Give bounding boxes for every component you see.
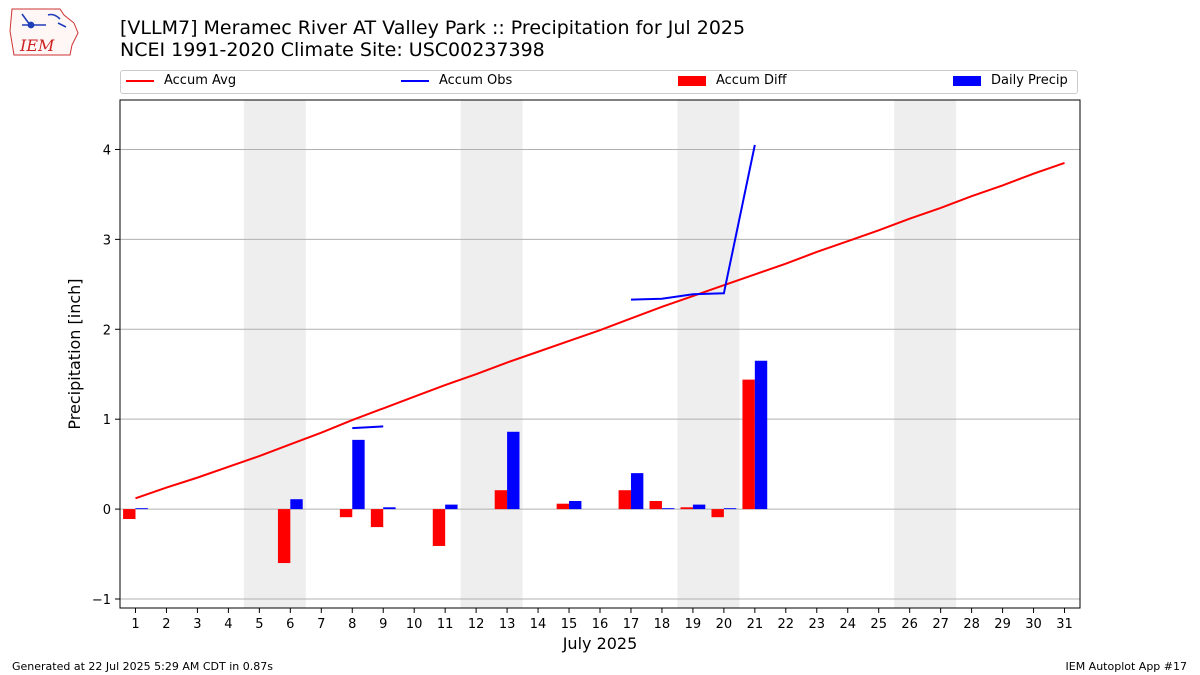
y-tick-label: 2 [103,323,111,338]
y-tick-label: 1 [103,413,111,428]
x-tick-label: 17 [623,617,640,632]
x-tick-label: 28 [963,617,980,632]
legend-label-accum-diff: Accum Diff [716,73,787,88]
x-tick-label: 22 [778,617,795,632]
daily-precip-bar [135,508,148,510]
x-tick-label: 11 [437,617,454,632]
y-axis-label: Precipitation [inch] [65,278,84,429]
x-tick-label: 30 [1025,617,1042,632]
weekend-shade-3 [894,100,957,608]
daily-precip-bar [352,439,365,510]
daily-precip-bar [754,360,768,510]
accum-diff-bar [277,509,291,564]
x-tick-label: 2 [162,617,170,632]
daily-precip-bar [507,431,520,510]
legend-label-accum-avg: Accum Avg [164,73,237,88]
x-tick-label: 31 [1056,617,1073,632]
y-tick-label: 0 [103,503,111,518]
legend-item-accum-diff: Accum Diff [678,73,787,88]
x-tick-label: 1 [131,617,139,632]
weekend-shade-0 [243,100,306,608]
daily-precip-bar [661,508,675,510]
accum-diff-bar [494,490,508,510]
x-tick-label: 20 [716,617,733,632]
daily-precip-bar [630,473,644,510]
daily-precip-bar [569,501,582,510]
x-tick-label: 9 [379,617,387,632]
y-tick-label: −1 [92,593,111,608]
y-tick-label: 3 [103,233,111,248]
accum-diff-bar [618,490,631,510]
accum-avg-line [135,161,1065,500]
accum-diff-bar [339,509,353,518]
accum-diff-bar [680,507,693,510]
x-tick-label: 21 [747,617,764,632]
daily-precip-bar [383,507,396,510]
x-tick-label: 5 [255,617,263,632]
accum-diff-bar [742,379,755,510]
daily-precip-bar [290,499,303,510]
weekend-shade-2 [677,100,740,608]
accum-diff-bar [649,501,662,510]
daily-precip-bar [445,504,458,510]
legend: Accum Avg Accum Obs Accum Diff Daily Pre… [120,70,1078,94]
x-tick-label: 15 [561,617,578,632]
legend-swatch-accum-avg [126,79,154,82]
x-tick-label: 6 [286,617,294,632]
chart-subtitle: NCEI 1991-2020 Climate Site: USC00237398 [120,39,545,61]
x-tick-label: 26 [901,617,918,632]
app-label: IEM Autoplot App #17 [1065,660,1188,673]
accum-diff-bar [370,509,384,528]
x-tick-label: 4 [224,617,232,632]
x-tick-label: 29 [994,617,1011,632]
legend-item-accum-avg: Accum Avg [126,73,236,88]
x-tick-label: 13 [499,617,516,632]
legend-item-accum-obs: Accum Obs [401,73,512,88]
daily-precip-bar [723,508,737,510]
x-tick-label: 18 [654,617,671,632]
legend-label-daily-precip: Daily Precip [991,73,1068,88]
daily-precip-bar [692,504,706,510]
x-tick-label: 19 [685,617,702,632]
accum-diff-bar [556,503,570,510]
x-tick-label: 23 [809,617,826,632]
accum-diff-bar [432,509,446,546]
logo-text: IEM [19,36,55,55]
x-tick-label: 16 [592,617,609,632]
x-tick-label: 10 [406,617,423,632]
x-tick-label: 8 [348,617,356,632]
x-tick-label: 24 [839,617,856,632]
x-tick-label: 3 [193,617,201,632]
accum-obs-line [352,425,384,430]
legend-swatch-accum-obs [401,79,429,82]
legend-swatch-daily-precip [953,75,981,86]
x-tick-label: 27 [932,617,949,632]
accum-diff-bar [123,509,136,519]
iem-logo: IEM [9,8,79,56]
x-axis-label: July 2025 [562,634,638,653]
legend-swatch-accum-diff [678,75,706,86]
accum-obs-line [630,144,756,301]
chart-title: [VLLM7] Meramec River AT Valley Park :: … [120,17,746,39]
x-tick-label: 7 [317,617,325,632]
x-tick-label: 12 [468,617,485,632]
legend-label-accum-obs: Accum Obs [439,73,513,88]
x-tick-label: 14 [530,617,547,632]
weekend-shade-1 [460,100,523,608]
generated-timestamp: Generated at 22 Jul 2025 5:29 AM CDT in … [12,660,273,673]
legend-item-daily-precip: Daily Precip [953,73,1068,88]
x-tick-label: 25 [870,617,887,632]
y-tick-label: 4 [103,143,111,158]
accum-diff-bar [711,509,724,518]
